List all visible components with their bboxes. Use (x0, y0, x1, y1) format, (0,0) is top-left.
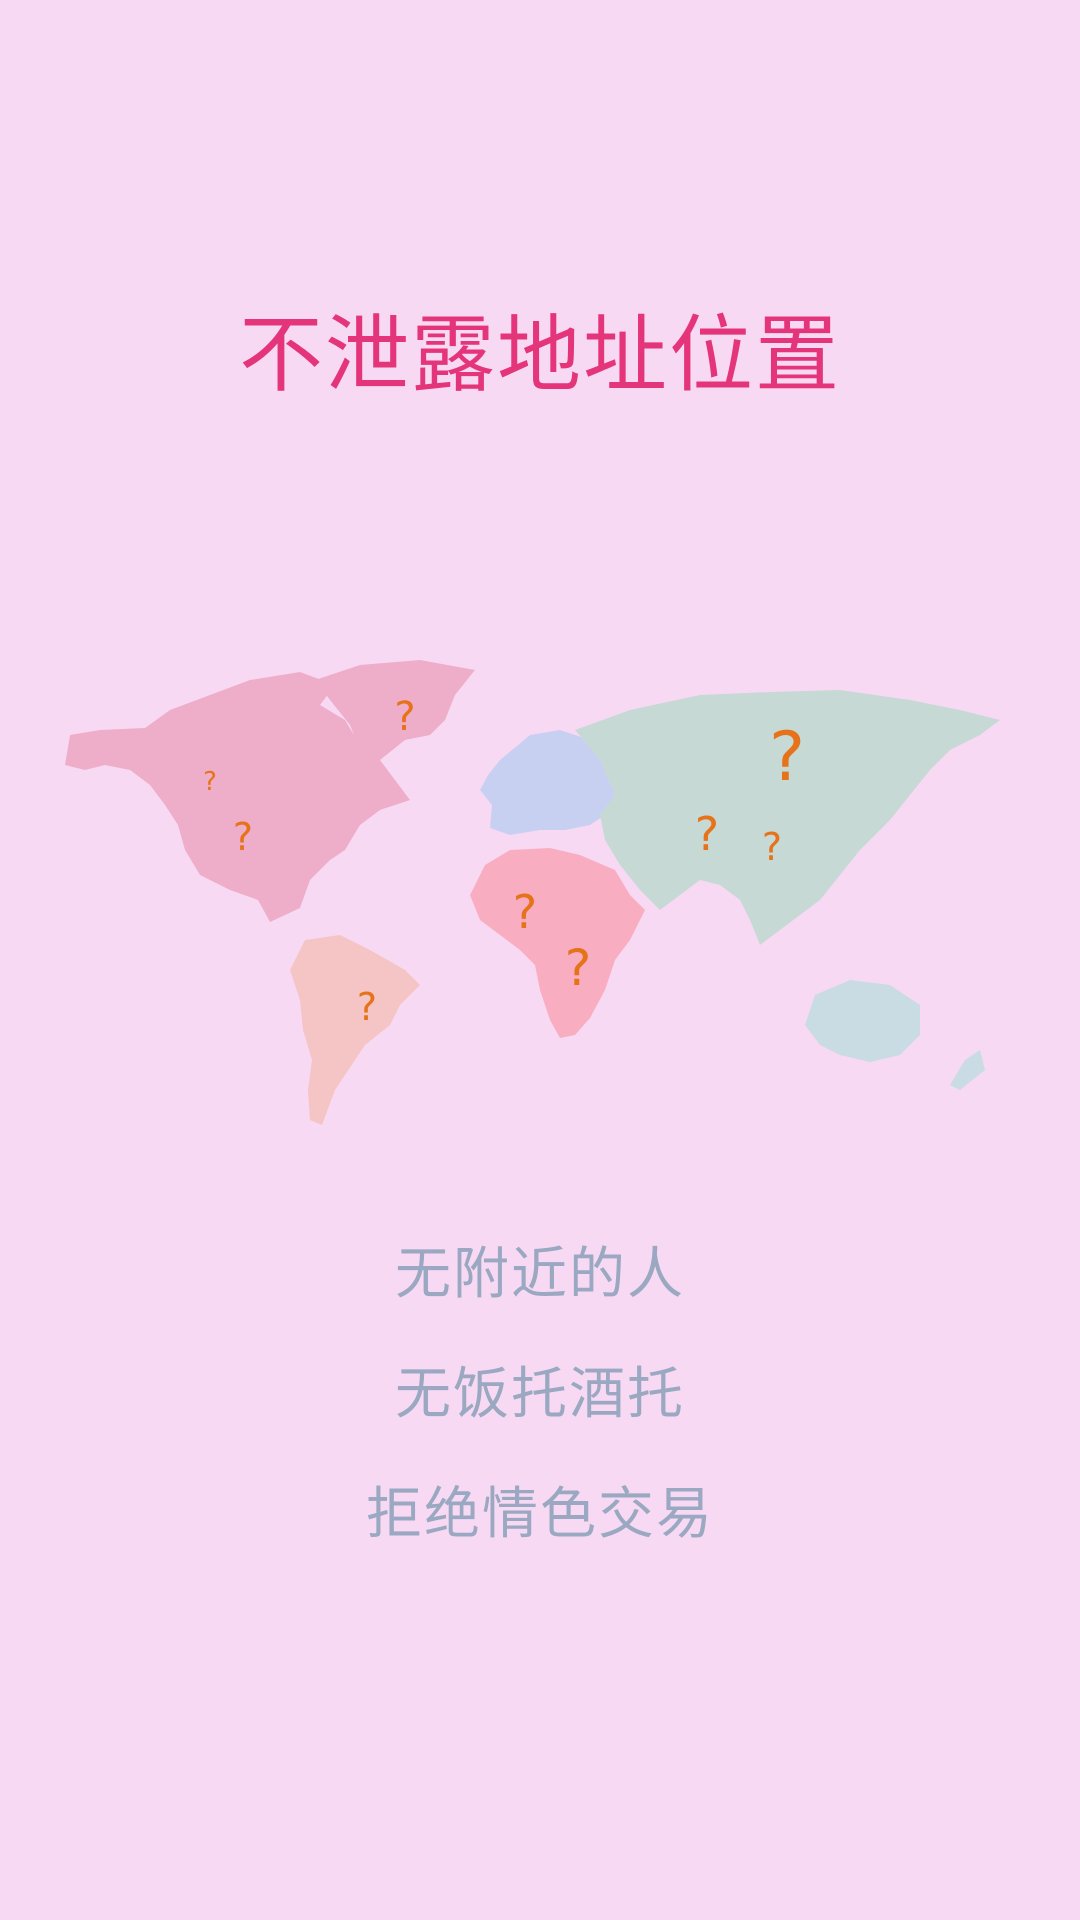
question-marker-north-america: ? (233, 815, 253, 859)
region-new-zealand (950, 1050, 985, 1090)
region-oceania (805, 980, 920, 1062)
region-south-america (290, 935, 420, 1125)
question-marker-central-africa: ? (565, 939, 592, 997)
region-north-america (65, 672, 410, 922)
world-map: ? ? ? ? ? ? ? ? ? (65, 660, 1000, 1125)
feature-item-no-scam: 无饭托酒托 (395, 1362, 685, 1427)
question-marker-south-america: ? (357, 985, 377, 1029)
region-greenland (315, 660, 475, 760)
question-marker-china: ? (762, 825, 782, 869)
question-marker-russia: ? (769, 718, 805, 797)
region-europe (480, 730, 620, 835)
feature-item-no-nearby: 无附近的人 (395, 1242, 685, 1307)
region-asia (575, 690, 1000, 945)
page-title: 不泄露地址位置 (238, 306, 841, 404)
question-marker-alaska: ? (203, 767, 217, 797)
question-marker-central-asia: ? (695, 807, 719, 861)
feature-item-no-sex-trade: 拒绝情色交易 (366, 1482, 714, 1547)
feature-list: 无附近的人 无饭托酒托 拒绝情色交易 (0, 1230, 1080, 1590)
region-africa (470, 848, 645, 1038)
question-marker-greenland: ? (394, 694, 415, 740)
question-marker-west-africa: ? (513, 885, 537, 939)
